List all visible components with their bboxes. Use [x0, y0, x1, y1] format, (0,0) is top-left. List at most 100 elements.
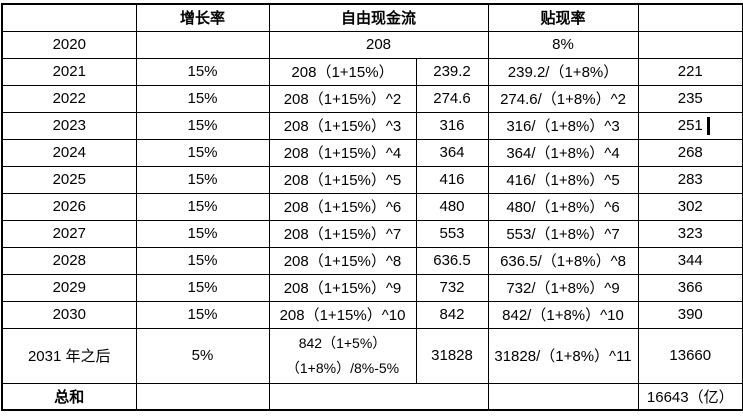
pv-cell[interactable]: 268: [637, 138, 743, 167]
fcf-value-cell[interactable]: 364: [415, 138, 489, 167]
fcf-formula-cell[interactable]: 208（1+15%）^4: [268, 138, 417, 167]
pv-cell[interactable]: 251: [637, 111, 743, 140]
fcf-formula-cell[interactable]: 208（1+15%）^10: [268, 300, 417, 329]
discount-formula-cell[interactable]: 316/（1+8%）^3: [487, 111, 639, 140]
table-row: 2021 15% 208（1+15%） 239.2 239.2/（1+8%） 2…: [1, 57, 743, 86]
growth-cell[interactable]: 15%: [135, 84, 270, 113]
year-cell[interactable]: 2031 年之后: [1, 327, 137, 384]
growth-cell[interactable]: 15%: [135, 246, 270, 275]
year-cell[interactable]: 2030: [1, 300, 137, 329]
growth-cell[interactable]: 15%: [135, 192, 270, 221]
year-cell[interactable]: 2027: [1, 219, 137, 248]
table-row: 2022 15% 208（1+15%）^2 274.6 274.6/（1+8%）…: [1, 84, 743, 113]
table-row: 2029 15% 208（1+15%）^9 732 732/（1+8%）^9 3…: [1, 273, 743, 302]
fcf-formula-cell[interactable]: 208（1+15%）^8: [268, 246, 417, 275]
year-cell[interactable]: 2026: [1, 192, 137, 221]
pv-cell[interactable]: 323: [637, 219, 743, 248]
discount-formula-cell[interactable]: 364/（1+8%）^4: [487, 138, 639, 167]
discount-formula-cell[interactable]: 636.5/（1+8%）^8: [487, 246, 639, 275]
discount-formula-cell[interactable]: 553/（1+8%）^7: [487, 219, 639, 248]
discount-formula-cell[interactable]: 239.2/（1+8%）: [487, 57, 639, 86]
discount-formula-cell[interactable]: 842/（1+8%）^10: [487, 300, 639, 329]
fcf-value-cell[interactable]: 480: [415, 192, 489, 221]
table-row: 2025 15% 208（1+15%）^5 416 416/（1+8%）^5 2…: [1, 165, 743, 194]
text-cursor: [707, 117, 710, 135]
fcf-value-cell[interactable]: 316: [415, 111, 489, 140]
year-cell[interactable]: 2029: [1, 273, 137, 302]
growth-cell[interactable]: 15%: [135, 219, 270, 248]
fcf-value-cell[interactable]: 732: [415, 273, 489, 302]
header-free-cash-flow-cell[interactable]: 自由现金流: [268, 3, 489, 32]
pv-cell[interactable]: 283: [637, 165, 743, 194]
fcf-formula-cell[interactable]: 208（1+15%）^6: [268, 192, 417, 221]
table-row-terminal: 2031 年之后 5% 842（1+5%） （1+8%）/8%-5% 31828…: [1, 327, 743, 384]
discount-formula-cell[interactable]: 480/（1+8%）^6: [487, 192, 639, 221]
table-row: 2030 15% 208（1+15%）^10 842 842/（1+8%）^10…: [1, 300, 743, 329]
fcf-value-cell[interactable]: 416: [415, 165, 489, 194]
fcf-formula-cell[interactable]: 208（1+15%）: [268, 57, 417, 86]
growth-cell[interactable]: 15%: [135, 165, 270, 194]
total-label-cell[interactable]: 总和: [1, 382, 137, 411]
growth-cell[interactable]: [135, 30, 270, 59]
year-cell[interactable]: 2024: [1, 138, 137, 167]
header-year-cell[interactable]: [1, 3, 137, 32]
fcf-formula-cell[interactable]: 842（1+5%） （1+8%）/8%-5%: [268, 327, 417, 384]
header-present-value-cell[interactable]: [637, 3, 743, 32]
fcf-formula-cell[interactable]: 208（1+15%）^5: [268, 165, 417, 194]
year-cell[interactable]: 2020: [1, 30, 137, 59]
fcf-formula-cell[interactable]: 208（1+15%）^3: [268, 111, 417, 140]
fcf-formula-cell[interactable]: 208（1+15%）^9: [268, 273, 417, 302]
fcf-formula-cell[interactable]: 208（1+15%）^7: [268, 219, 417, 248]
fcf-base-cell[interactable]: 208: [268, 30, 489, 59]
pv-cell[interactable]: 302: [637, 192, 743, 221]
growth-cell[interactable]: 15%: [135, 111, 270, 140]
table-row: 2020 208 8%: [1, 30, 743, 59]
year-cell[interactable]: 2021: [1, 57, 137, 86]
header-growth-rate-cell[interactable]: 增长率: [135, 3, 270, 32]
table-total-row: 总和 16643（亿）: [1, 382, 743, 411]
growth-cell[interactable]: [135, 382, 270, 411]
discount-cell[interactable]: [487, 382, 639, 411]
table-row: 2026 15% 208（1+15%）^6 480 480/（1+8%）^6 3…: [1, 192, 743, 221]
table-row: 2024 15% 208（1+15%）^4 364 364/（1+8%）^4 2…: [1, 138, 743, 167]
fcf-value-cell[interactable]: 239.2: [415, 57, 489, 86]
fcf-value-cell[interactable]: 553: [415, 219, 489, 248]
table-row: 2023 15% 208（1+15%）^3 316 316/（1+8%）^3 2…: [1, 111, 743, 140]
pv-cell[interactable]: 390: [637, 300, 743, 329]
growth-cell[interactable]: 15%: [135, 57, 270, 86]
discount-formula-cell[interactable]: 274.6/（1+8%）^2: [487, 84, 639, 113]
pv-cell[interactable]: 13660: [637, 327, 743, 384]
fcf-value-cell[interactable]: 636.5: [415, 246, 489, 275]
terminal-formula-line1: 842（1+5%）: [298, 334, 387, 351]
fcf-formula-cell[interactable]: 208（1+15%）^2: [268, 84, 417, 113]
fcf-value-cell[interactable]: 274.6: [415, 84, 489, 113]
pv-cell[interactable]: [637, 30, 743, 59]
growth-cell[interactable]: 5%: [135, 327, 270, 384]
growth-cell[interactable]: 15%: [135, 273, 270, 302]
fcf-cell[interactable]: [268, 382, 489, 411]
dcf-valuation-table: 增长率 自由现金流 贴现率 2020 208 8% 2021 15% 208（1…: [1, 3, 743, 411]
table-row: 2027 15% 208（1+15%）^7 553 553/（1+8%）^7 3…: [1, 219, 743, 248]
year-cell[interactable]: 2025: [1, 165, 137, 194]
total-pv-cell[interactable]: 16643（亿）: [637, 382, 743, 411]
year-cell[interactable]: 2023: [1, 111, 137, 140]
pv-cell[interactable]: 366: [637, 273, 743, 302]
pv-cell[interactable]: 221: [637, 57, 743, 86]
pv-cell[interactable]: 344: [637, 246, 743, 275]
growth-cell[interactable]: 15%: [135, 138, 270, 167]
table-header-row: 增长率 自由现金流 贴现率: [1, 3, 743, 32]
fcf-value-cell[interactable]: 31828: [415, 327, 489, 384]
fcf-value-cell[interactable]: 842: [415, 300, 489, 329]
discount-formula-cell[interactable]: 31828/（1+8%）^11: [487, 327, 639, 384]
year-cell[interactable]: 2028: [1, 246, 137, 275]
discount-formula-cell[interactable]: 416/（1+8%）^5: [487, 165, 639, 194]
pv-cell[interactable]: 235: [637, 84, 743, 113]
table-row: 2028 15% 208（1+15%）^8 636.5 636.5/（1+8%）…: [1, 246, 743, 275]
terminal-formula-line2: （1+8%）/8%-5%: [285, 359, 400, 376]
year-cell[interactable]: 2022: [1, 84, 137, 113]
header-discount-rate-cell[interactable]: 贴现率: [487, 3, 639, 32]
discount-cell[interactable]: 8%: [487, 30, 639, 59]
discount-formula-cell[interactable]: 732/（1+8%）^9: [487, 273, 639, 302]
growth-cell[interactable]: 15%: [135, 300, 270, 329]
